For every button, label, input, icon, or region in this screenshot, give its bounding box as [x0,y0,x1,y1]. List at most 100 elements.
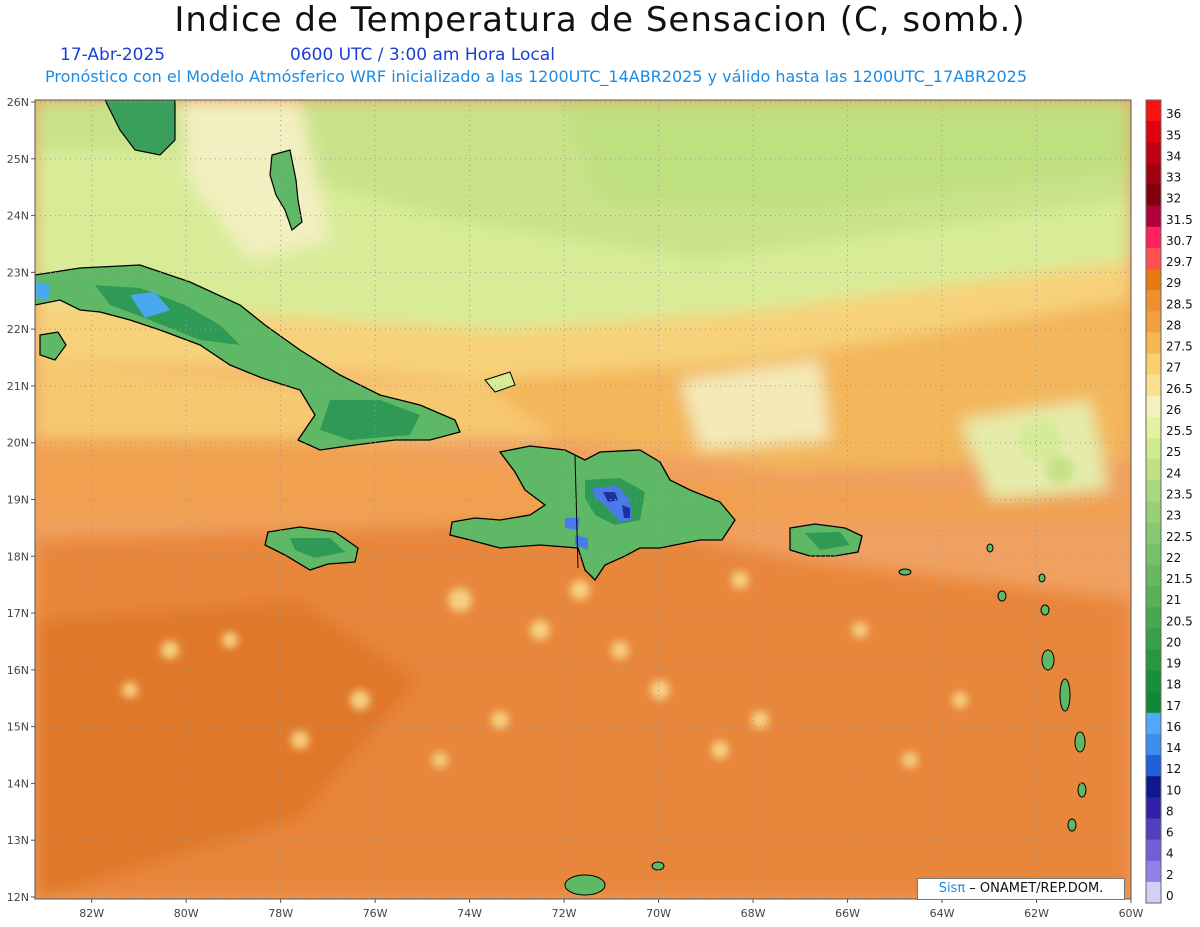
lat-label: 22N [7,323,29,336]
colorbar-level-label: 31.5 [1166,213,1193,227]
colorbar-level-label: 19 [1166,657,1181,671]
colorbar-level-label: 22.5 [1166,530,1193,544]
lon-label: 66W [835,907,860,920]
colorbar-swatch [1146,332,1161,355]
colorbar-level-label: 20 [1166,635,1181,649]
forecast-time: 0600 UTC / 3:00 am Hora Local [290,45,555,65]
lat-label: 17N [7,607,29,620]
credit-text: – ONAMET/REP.DOM. [965,881,1104,896]
colorbar-swatch [1146,184,1161,207]
colorbar-swatch [1146,501,1161,524]
colorbar-swatch [1146,755,1161,777]
colorbar-level-label: 23.5 [1166,488,1193,502]
lat-label: 20N [7,437,29,450]
colorbar-swatch [1146,691,1161,714]
colorbar-swatch [1146,776,1161,798]
lon-label: 70W [646,907,671,920]
colorbar-level-label: 33 [1166,171,1181,185]
colorbar-swatch [1146,607,1161,629]
colorbar-level-label: 6 [1166,826,1174,840]
colorbar-swatch [1146,543,1161,566]
lon-label: 64W [930,907,955,920]
colorbar-level-label: 20.5 [1166,614,1193,628]
colorbar-swatch [1146,395,1161,418]
colorbar-level-label: 12 [1166,762,1181,776]
lat-label: 23N [7,266,29,279]
colorbar-swatch [1146,121,1161,143]
colorbar-level-label: 27 [1166,361,1181,375]
colorbar-swatch [1146,459,1161,481]
lon-label: 78W [268,907,293,920]
colorbar-level-label: 29.7 [1166,255,1193,269]
colorbar-level-label: 26 [1166,403,1181,417]
colorbar-level-label: 16 [1166,720,1181,734]
lat-label: 19N [7,494,29,507]
colorbar-level-label: 32 [1166,192,1181,206]
credit-box: Sisπ – ONAMET/REP.DOM. [917,878,1125,900]
lat-label: 14N [7,777,29,790]
colorbar-level-label: 8 [1166,804,1174,818]
colorbar-swatch [1146,712,1161,735]
colorbar-swatch [1146,649,1161,672]
lat-label: 24N [7,210,29,223]
lat-label: 21N [7,380,29,393]
colorbar-level-label: 21.5 [1166,572,1193,586]
colorbar-swatch [1146,480,1161,502]
colorbar-level-label: 0 [1166,889,1174,903]
colorbar-level-label: 23 [1166,509,1181,523]
colorbar-swatch [1146,374,1161,397]
colorbar-level-label: 30.7 [1166,234,1193,248]
lon-label: 82W [79,907,104,920]
colorbar-level-label: 25.5 [1166,424,1193,438]
lon-label: 74W [457,907,482,920]
colorbar-swatch [1146,142,1161,164]
colorbar-level-label: 27.5 [1166,340,1193,354]
colorbar-swatch [1146,670,1161,693]
colorbar-level-label: 36 [1166,107,1181,121]
colorbar-swatch [1146,797,1161,819]
lat-label: 12N [7,891,29,904]
lat-label: 16N [7,664,29,677]
colorbar-swatch [1146,247,1161,270]
page-title: Indice de Temperatura de Sensacion (C, s… [174,0,1026,40]
colorbar-swatch [1146,438,1161,460]
colorbar-level-label: 14 [1166,741,1181,755]
colorbar-level-label: 26.5 [1166,382,1193,396]
temperature-field [35,100,1131,899]
colorbar-level-label: 17 [1166,699,1181,713]
lon-label: 62W [1024,907,1049,920]
colorbar-swatch [1146,290,1161,312]
colorbar-swatch [1146,733,1161,756]
lon-label: 60W [1119,907,1144,920]
colorbar-level-label: 25 [1166,445,1181,459]
colorbar-level-label: 22 [1166,551,1181,565]
color-scale-legend: 363534333231.530.729.72928.52827.52726.5… [1145,99,1193,904]
colorbar-swatch [1146,881,1161,904]
colorbar-swatch [1146,818,1161,841]
colorbar-level-label: 2 [1166,868,1174,882]
lon-label: 68W [741,907,766,920]
sispi-logo: Sisπ [938,881,966,896]
hispaniola-island [449,445,736,582]
colorbar-swatch [1146,416,1161,439]
lon-label: 72W [552,907,577,920]
colorbar-swatch [1146,860,1161,883]
florida-coast [104,100,176,156]
colorbar-swatch [1146,226,1161,249]
colorbar-level-label: 34 [1166,149,1181,163]
lat-label: 26N [7,96,29,109]
lon-label: 80W [174,907,199,920]
colorbar-level-label: 10 [1166,783,1181,797]
colorbar-level-label: 28 [1166,318,1181,332]
model-info: Pronóstico con el Modelo Atmósferico WRF… [45,67,1028,86]
colorbar-swatch [1146,205,1161,228]
colorbar-level-label: 21 [1166,593,1181,607]
colorbar-swatch [1146,311,1161,333]
forecast-date: 17-Abr-2025 [60,45,166,65]
colorbar-swatch [1146,839,1161,862]
lat-label: 18N [7,550,29,563]
lat-label: 25N [7,153,29,166]
colorbar-swatch [1146,628,1161,650]
colorbar-swatch [1146,100,1161,122]
